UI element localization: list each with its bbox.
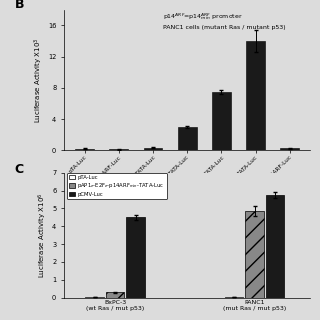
Bar <box>178 127 196 150</box>
Text: C: C <box>15 163 24 176</box>
Bar <box>126 217 145 298</box>
Legend: pTA-Luc, pAP1$_e$-E2F$_e$-p14ARF$_{min}$-TATA-Luc, pCMV-Luc: pTA-Luc, pAP1$_e$-E2F$_e$-p14ARF$_{min}$… <box>67 173 167 199</box>
Y-axis label: Luciferase Activity X10$^6$: Luciferase Activity X10$^6$ <box>37 193 49 278</box>
Bar <box>245 211 264 298</box>
Bar <box>109 149 128 150</box>
Y-axis label: Luciferase Activity X10$^3$: Luciferase Activity X10$^3$ <box>33 37 45 123</box>
Bar <box>280 148 299 150</box>
Bar <box>85 297 104 298</box>
Text: p14$^{ARF}$=p14$^{ARF}_{min}$ promoter: p14$^{ARF}$=p14$^{ARF}_{min}$ promoter <box>163 11 242 22</box>
Bar <box>144 148 163 150</box>
Bar <box>212 92 231 150</box>
Bar <box>266 195 284 298</box>
Text: B: B <box>15 0 24 11</box>
Text: PANC1 cells (mutant Ras / mutant p53): PANC1 cells (mutant Ras / mutant p53) <box>163 25 285 30</box>
Bar <box>225 297 244 298</box>
Bar <box>75 149 94 150</box>
Bar <box>246 41 265 150</box>
Bar <box>106 292 124 298</box>
